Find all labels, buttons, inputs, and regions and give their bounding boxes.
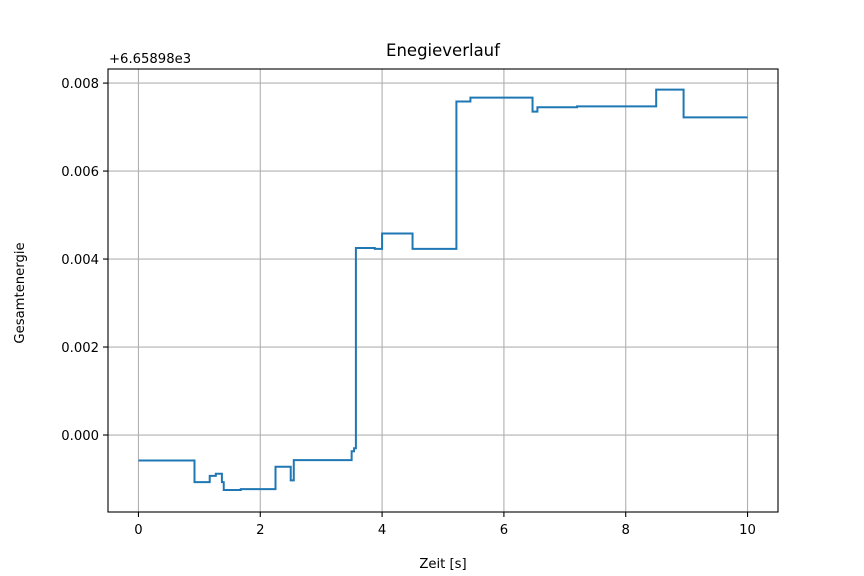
chart-title: Enegieverlauf <box>386 41 501 60</box>
grid-lines <box>108 69 778 512</box>
axis-ticks <box>103 82 749 517</box>
y-tick-label: 0.006 <box>61 165 99 180</box>
y-axis-label: Gesamtenergie <box>13 242 28 343</box>
x-tick-label: 8 <box>622 523 630 538</box>
y-tick-label: 0.002 <box>61 341 99 356</box>
y-tick-label: 0.008 <box>61 77 99 92</box>
energy-series-line <box>138 88 748 491</box>
x-tick-label: 10 <box>739 523 756 538</box>
x-tick-label: 6 <box>500 523 508 538</box>
y-tick-label: 0.004 <box>61 253 99 268</box>
x-axis-label: Zeit [s] <box>419 557 466 572</box>
x-tick-label: 4 <box>378 523 386 538</box>
x-tick-label: 2 <box>256 523 264 538</box>
y-tick-label: 0.000 <box>61 429 99 444</box>
plot-frame <box>107 68 779 513</box>
y-offset-text: +6.65898e3 <box>109 52 191 67</box>
tick-labels: 0 2 4 6 8 10 0.000 0.002 0.004 0.006 0.008 <box>61 77 756 538</box>
x-tick-label: 0 <box>134 523 142 538</box>
